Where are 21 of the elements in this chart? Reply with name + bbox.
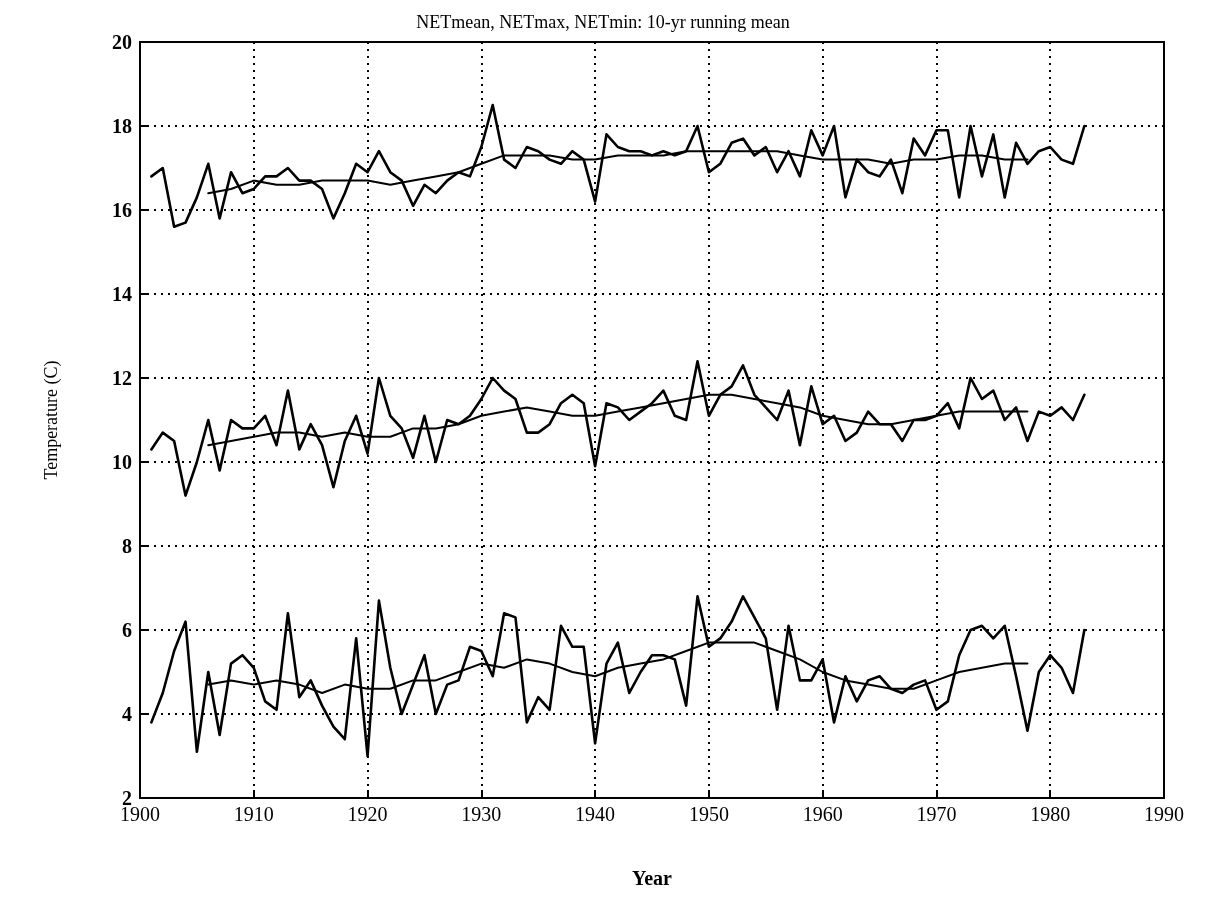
y-tick-label: 14 — [112, 283, 132, 305]
y-axis-title: Temperature (C) — [41, 360, 62, 480]
y-tick-label: 20 — [112, 31, 132, 53]
y-tick-label: 18 — [112, 115, 132, 137]
y-tick-label: 10 — [112, 451, 132, 473]
x-tick-label: 1950 — [688, 803, 729, 825]
x-tick-label: 1930 — [461, 803, 502, 825]
x-tick-label: 1990 — [1144, 803, 1184, 825]
y-tick-label: 16 — [112, 199, 132, 221]
x-tick-label: 1920 — [347, 803, 388, 825]
x-tick-label: 1960 — [802, 803, 843, 825]
x-tick-label: 1910 — [233, 803, 274, 825]
y-tick-label: 8 — [122, 535, 132, 557]
y-tick-label: 12 — [112, 367, 132, 389]
x-tick-label: 1970 — [916, 803, 957, 825]
x-tick-label: 1980 — [1030, 803, 1071, 825]
x-tick-label: 1940 — [575, 803, 616, 825]
y-tick-label: 6 — [122, 619, 132, 641]
x-axis-title: Year — [632, 867, 673, 889]
y-tick-label: 4 — [122, 703, 132, 725]
chart-title: NETmean, NETmax, NETmin: 10-yr running mean — [416, 12, 790, 32]
